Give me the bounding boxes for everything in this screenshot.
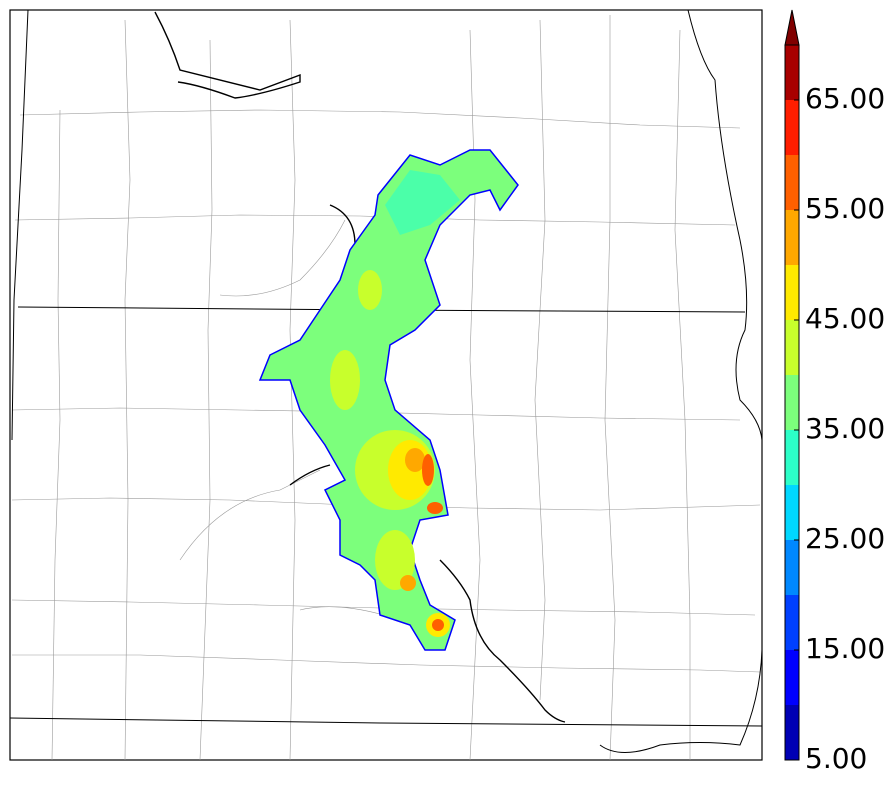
colorbar-bin bbox=[785, 375, 799, 430]
colorbar-bin bbox=[785, 595, 799, 650]
colorbar-tick-label: 15.00 bbox=[805, 632, 885, 665]
colorbar-tick-label: 45.00 bbox=[805, 302, 885, 335]
colorbar-tick-label: 55.00 bbox=[805, 192, 885, 225]
county-lines bbox=[11, 15, 761, 761]
colorbar-bin bbox=[785, 45, 799, 100]
colorbar-bin bbox=[785, 320, 799, 375]
map bbox=[9, 9, 763, 761]
colorbar-bin bbox=[785, 210, 799, 265]
colorbar: 5.00 15.00 25.00 35.00 45.00 55.00 65.00 bbox=[784, 9, 885, 775]
colorbar-tick-label: 35.00 bbox=[805, 412, 885, 445]
colorbar-bin bbox=[785, 430, 799, 485]
radar-field bbox=[258, 149, 519, 651]
colorbar-bin bbox=[785, 485, 799, 540]
colorbar-tick-label: 25.00 bbox=[805, 522, 885, 555]
colorbar-bin bbox=[785, 650, 799, 705]
colorbar-extend bbox=[784, 9, 800, 46]
colorbar-bin bbox=[785, 265, 799, 320]
colorbar-bin bbox=[785, 705, 799, 760]
colorbar-tick-label: 5.00 bbox=[805, 742, 867, 775]
colorbar-bin bbox=[785, 100, 799, 155]
colorbar-bin bbox=[785, 155, 799, 210]
colorbar-tick-label: 65.00 bbox=[805, 82, 885, 115]
colorbar-frame bbox=[784, 44, 800, 761]
colorbar-bin bbox=[785, 540, 799, 595]
